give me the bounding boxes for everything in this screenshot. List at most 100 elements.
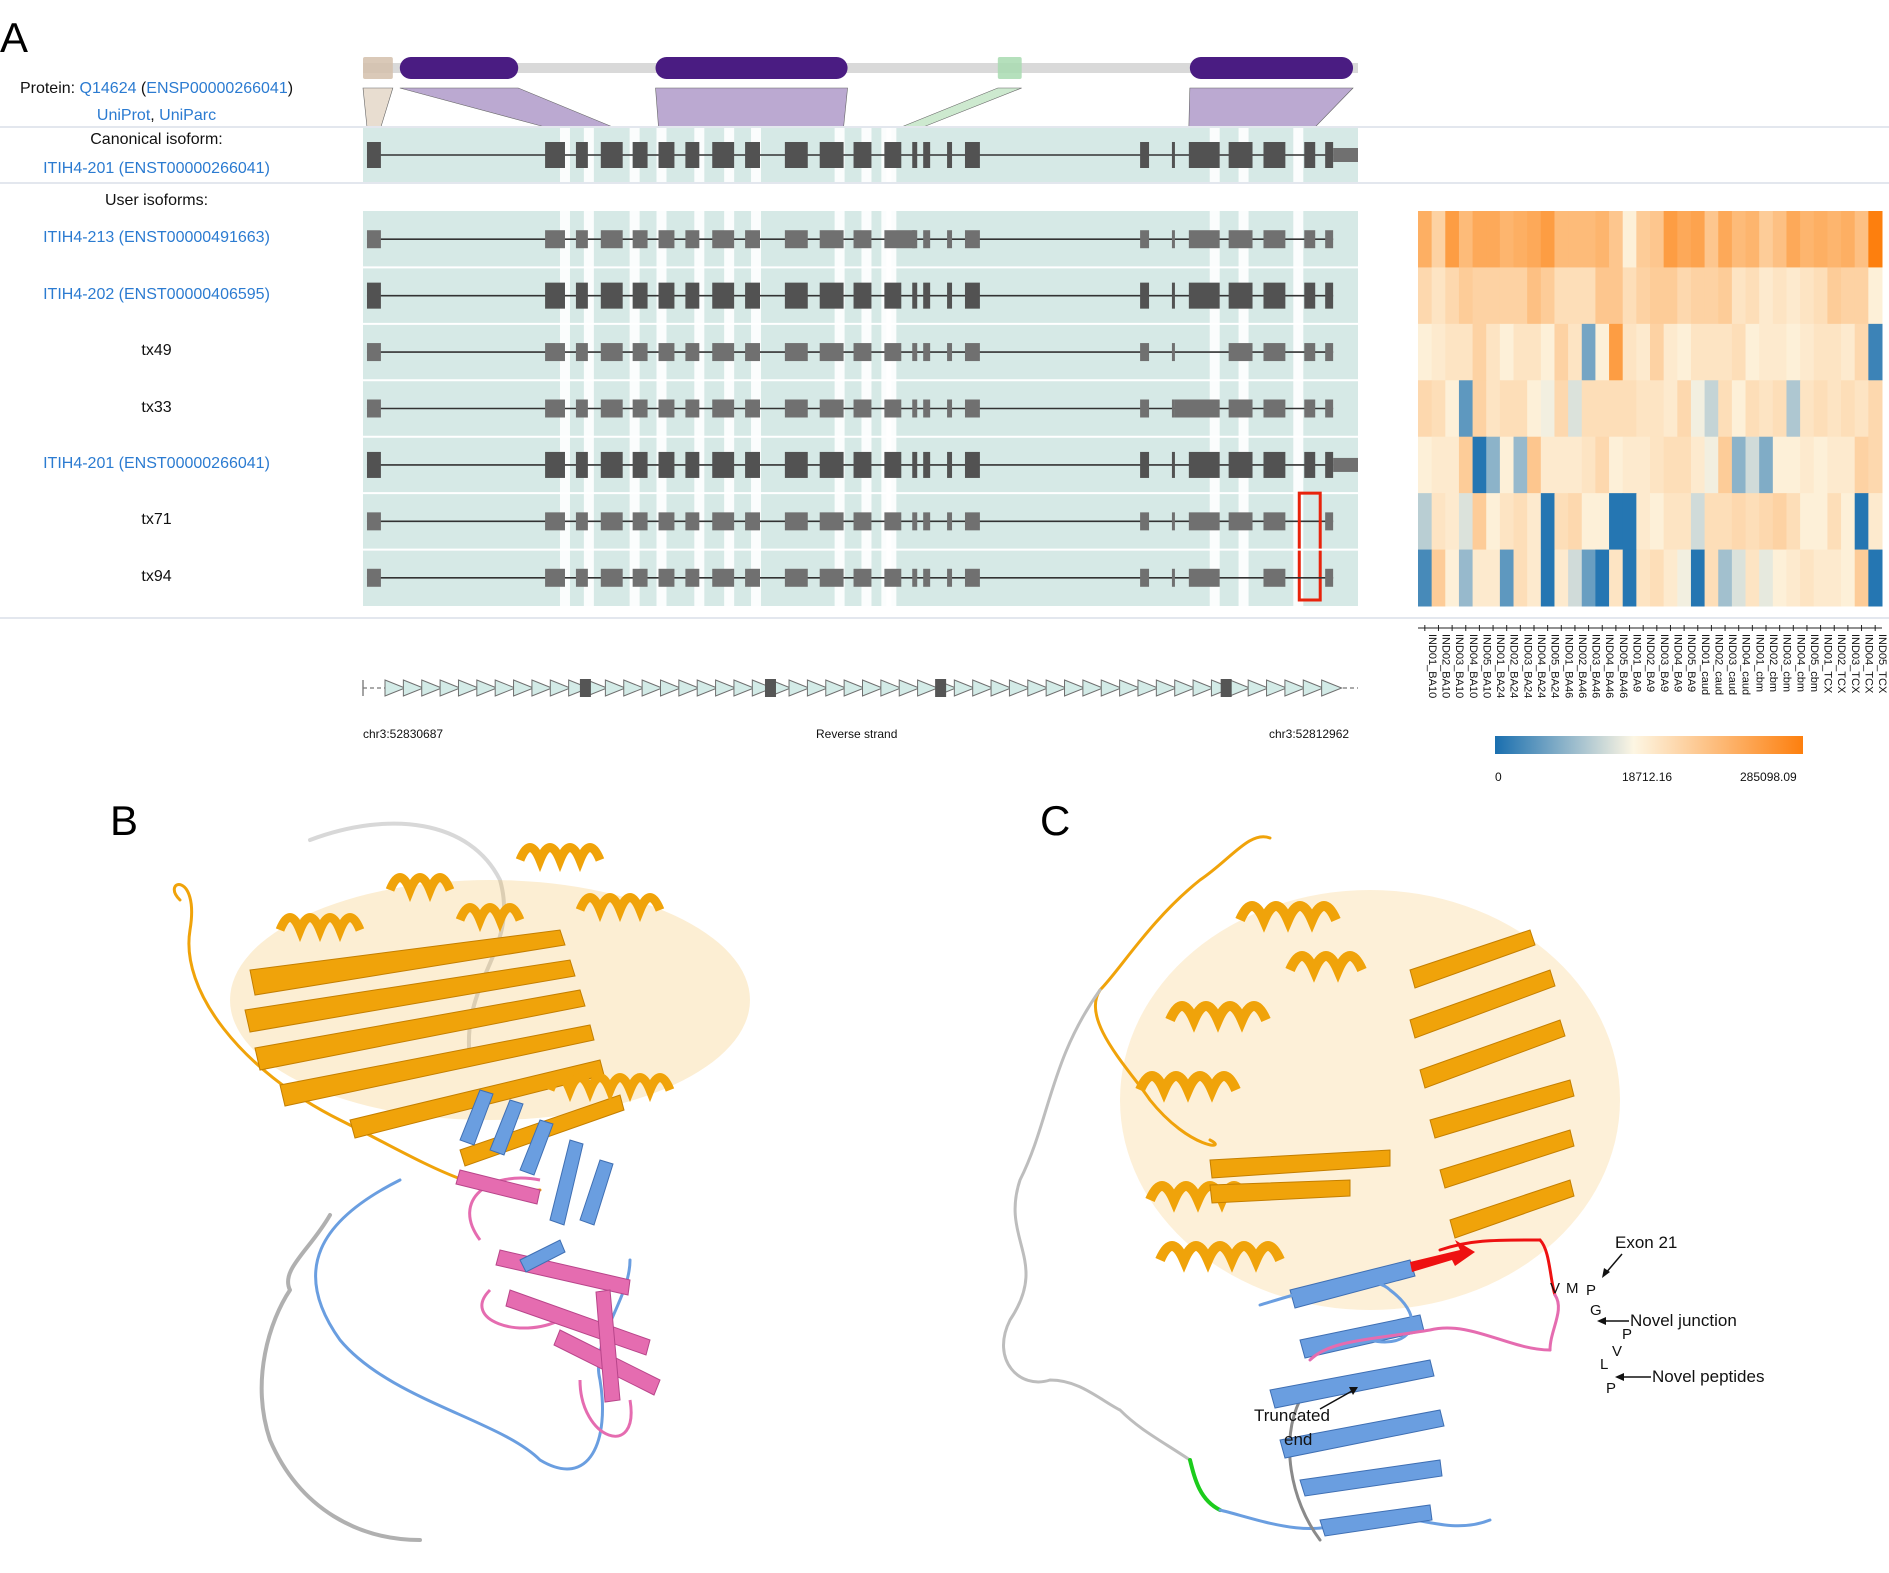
c-loop-grey bbox=[1288, 1398, 1322, 1542]
exon bbox=[632, 230, 648, 249]
uniparc-link[interactable]: UniParc bbox=[159, 107, 217, 124]
heatmap-cell bbox=[1718, 323, 1733, 381]
separator-top bbox=[0, 126, 1889, 128]
heatmap-cell bbox=[1486, 436, 1501, 494]
exon bbox=[964, 282, 980, 309]
b-pink-domain bbox=[455, 1169, 661, 1438]
heatmap-cell bbox=[1800, 493, 1815, 551]
exon bbox=[712, 512, 735, 531]
heatmap-cell bbox=[1704, 267, 1719, 325]
residue-V2: V bbox=[1612, 1343, 1623, 1360]
exon bbox=[1304, 282, 1316, 309]
missing-exon-highlight bbox=[1297, 491, 1322, 602]
residue-P: P bbox=[1586, 1282, 1597, 1299]
heatmap-cell bbox=[1622, 267, 1637, 325]
heatmap-cell bbox=[1677, 267, 1692, 325]
heatmap-cell bbox=[1704, 549, 1719, 607]
canonical-isoform-link[interactable]: ITIH4-201 (ENST00000266041) bbox=[43, 160, 270, 177]
heatmap-cell bbox=[1609, 436, 1624, 494]
heatmap-cell bbox=[1486, 267, 1501, 325]
chr-end-label: chr3:52812962 bbox=[1269, 727, 1350, 741]
heatmap-cell bbox=[1513, 267, 1528, 325]
heatmap-cell bbox=[1841, 436, 1856, 494]
heatmap-cell bbox=[1554, 267, 1569, 325]
strand-arrow-icon bbox=[953, 679, 976, 697]
exon bbox=[1304, 451, 1316, 478]
exon bbox=[1140, 142, 1150, 168]
exon bbox=[575, 343, 588, 362]
exon bbox=[884, 230, 916, 249]
heatmap-cell bbox=[1677, 493, 1692, 551]
exon bbox=[1263, 230, 1286, 249]
heatmap-cell bbox=[1854, 493, 1869, 551]
b-tail-grey bbox=[259, 1213, 422, 1542]
exon bbox=[1263, 282, 1286, 309]
heatmap-cell bbox=[1499, 436, 1515, 494]
exon bbox=[545, 512, 565, 531]
heatmap-cell bbox=[1854, 549, 1869, 607]
canonical-isoform-track bbox=[366, 128, 1358, 183]
strand-arrow-icon bbox=[880, 679, 903, 697]
heatmap-cell bbox=[1704, 323, 1719, 381]
utr-3prime bbox=[1333, 457, 1358, 472]
exon bbox=[784, 282, 808, 309]
heatmap-cell bbox=[1636, 323, 1651, 381]
isoform-label[interactable]: ITIH4-201 (ENST00000266041) bbox=[43, 454, 270, 472]
heatmap-column-label: IND01_caud bbox=[1699, 634, 1711, 695]
exon bbox=[884, 399, 902, 418]
protein-label: Protein: Q14624 (ENSP00000266041) bbox=[0, 80, 313, 98]
heatmap-column-label: IND05_BA46 bbox=[1617, 634, 1629, 698]
exon bbox=[1325, 230, 1334, 249]
heatmap-cell bbox=[1718, 436, 1733, 494]
c-exon21-tail bbox=[1538, 1238, 1557, 1297]
heatmap-cell bbox=[1513, 549, 1528, 607]
protein-domain-domain2 bbox=[655, 57, 848, 79]
isoform-label[interactable]: ITIH4-202 (ENST00000406595) bbox=[43, 285, 270, 303]
heatmap-cell bbox=[1636, 493, 1651, 551]
heatmap-cell bbox=[1568, 380, 1583, 438]
heatmap-column-label: IND04_BA24 bbox=[1535, 634, 1547, 698]
heatmap-cell bbox=[1458, 549, 1474, 607]
ensp-link[interactable]: ENSP00000266041 bbox=[146, 80, 288, 97]
exon bbox=[1171, 568, 1175, 587]
heatmap-column-label: IND04_BA9 bbox=[1671, 634, 1683, 692]
uniprot-link[interactable]: UniProt bbox=[96, 107, 151, 124]
heatmap-cell bbox=[1800, 323, 1815, 381]
heatmap-column-label: IND05_BA9 bbox=[1685, 634, 1697, 692]
heatmap-cell bbox=[1786, 380, 1801, 438]
heatmap-cell bbox=[1800, 267, 1815, 325]
exon bbox=[1304, 142, 1316, 168]
isoform-label[interactable]: ITIH4-213 (ENST00000491663) bbox=[43, 229, 270, 247]
exon bbox=[1325, 512, 1334, 531]
uniprot-id-link[interactable]: Q14624 bbox=[79, 80, 137, 97]
heatmap-cell bbox=[1786, 323, 1801, 381]
comma: , bbox=[150, 107, 160, 124]
heatmap-column-label: IND02_BA10 bbox=[1439, 634, 1451, 698]
exon bbox=[366, 568, 381, 587]
exon bbox=[784, 343, 808, 362]
exon bbox=[819, 451, 844, 478]
exon bbox=[712, 343, 735, 362]
exon bbox=[366, 142, 381, 168]
strand-arrow-icon bbox=[384, 679, 407, 697]
separator-bottom bbox=[0, 617, 1889, 619]
heatmap-column-label: IND01_BA46 bbox=[1562, 634, 1574, 698]
strand-arrow-icon bbox=[1302, 679, 1325, 697]
heatmap-cell bbox=[1827, 549, 1842, 607]
heatmap-cell bbox=[1745, 436, 1760, 494]
heatmap-cell bbox=[1841, 211, 1856, 268]
utr-3prime bbox=[1333, 148, 1358, 162]
heatmap-cell bbox=[1418, 436, 1433, 494]
exon bbox=[853, 568, 872, 587]
exon bbox=[575, 142, 588, 168]
exon bbox=[712, 230, 735, 249]
exon bbox=[819, 343, 844, 362]
exon bbox=[575, 512, 588, 531]
exon bbox=[1325, 282, 1334, 309]
heatmap-cell bbox=[1772, 323, 1787, 381]
heatmap-cell bbox=[1622, 493, 1637, 551]
novel-junction-arrow bbox=[1597, 1317, 1629, 1325]
exon bbox=[947, 512, 953, 531]
exon bbox=[819, 142, 844, 168]
strand-arrow-icon bbox=[1155, 679, 1178, 697]
